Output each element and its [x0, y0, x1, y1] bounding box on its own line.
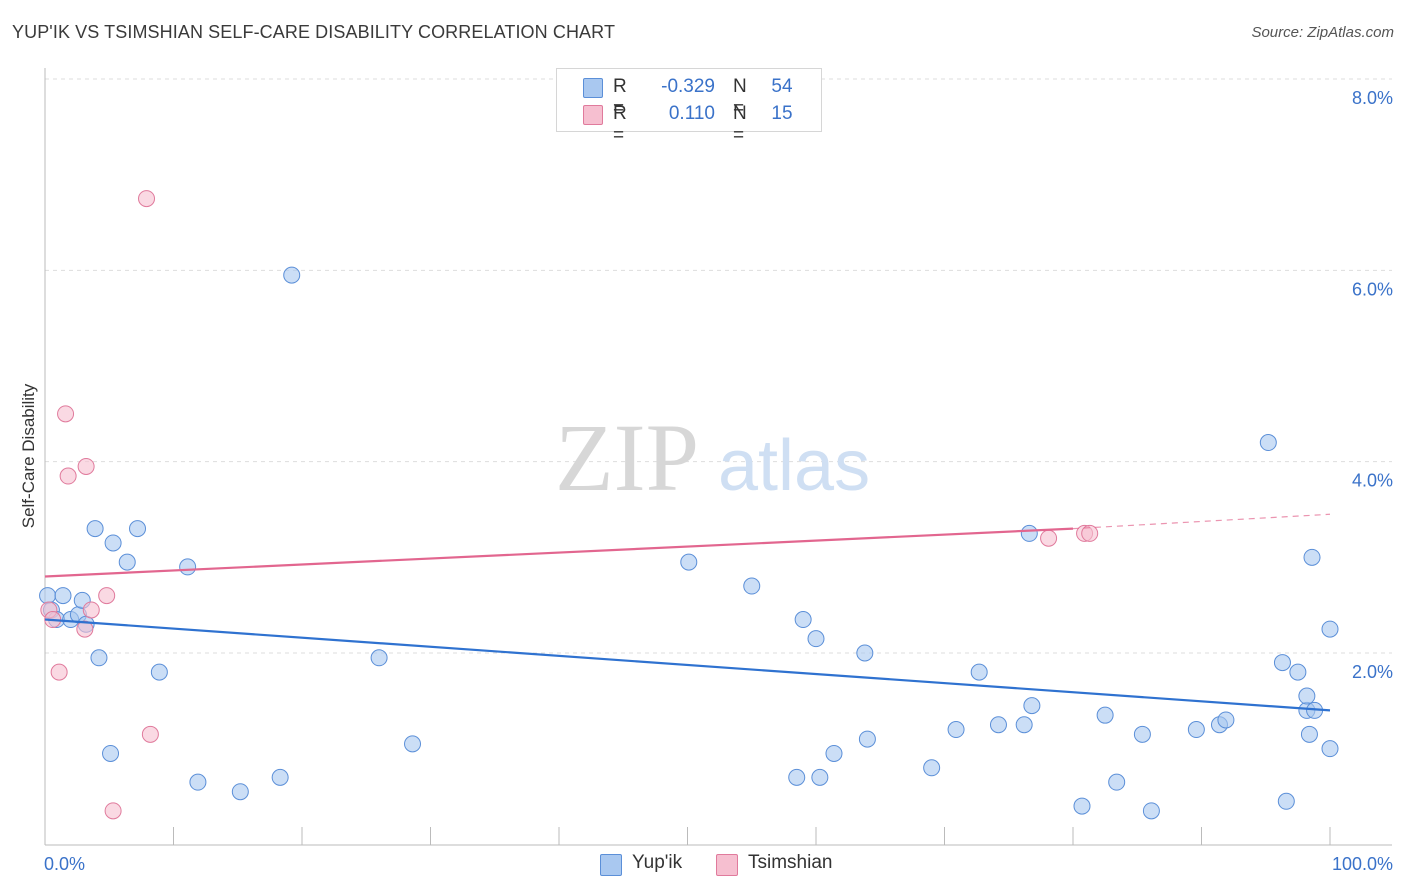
r-value: -0.329	[661, 76, 715, 97]
yupik-point	[1303, 548, 1321, 566]
yupik-point	[1020, 524, 1038, 542]
tsimshian-point	[104, 802, 122, 820]
r-label: R =	[613, 103, 627, 146]
yupik-legend-swatch	[600, 854, 622, 876]
yupik-point	[1108, 773, 1126, 791]
yupik-point	[102, 744, 120, 762]
yupik-point	[86, 520, 104, 538]
yupik-point	[1298, 687, 1316, 705]
yupik-point	[811, 768, 829, 786]
tsimshian-trend-extension	[1072, 513, 1331, 530]
tsimshian-point	[76, 620, 94, 638]
trend-lines	[44, 513, 1331, 712]
yupik-point	[1300, 725, 1318, 743]
tsimshian-points	[40, 190, 1099, 820]
r-value: 0.110	[668, 103, 715, 124]
yupik-point	[856, 644, 874, 662]
yupik-point	[1133, 725, 1151, 743]
tsimshian-point	[1081, 524, 1099, 542]
yupik-point	[1321, 740, 1339, 758]
correlation-legend: R = -0.329 N = 54 R = 0.110 N = 15	[556, 68, 822, 146]
yupik-point	[90, 649, 108, 667]
source-label: Source: ZipAtlas.com	[1251, 24, 1394, 41]
y-tick-labels: 2.0% 4.0% 6.0% 8.0%	[1352, 88, 1393, 682]
r-label: R =	[613, 76, 627, 119]
yupik-point	[231, 783, 249, 801]
chart-title: YUP'IK VS TSIMSHIAN SELF-CARE DISABILITY…	[12, 22, 616, 42]
yupik-point	[1259, 434, 1277, 452]
yupik-point	[858, 730, 876, 748]
tsimshian-point	[82, 601, 100, 619]
yupik-swatch	[583, 78, 603, 98]
yupik-point	[807, 630, 825, 648]
yupik-point	[989, 716, 1007, 734]
yupik-legend-label: Yup'ik	[632, 852, 683, 873]
x-tick-labels: 0.0% 100.0%	[44, 854, 1393, 874]
yupik-point	[370, 649, 388, 667]
yupik-point	[179, 558, 197, 576]
yupik-point	[1217, 711, 1235, 729]
yupik-point	[1142, 802, 1160, 820]
tsimshian-point	[141, 725, 159, 743]
watermark-atlas: atlas	[718, 426, 870, 506]
y-tick-label: 6.0%	[1352, 279, 1393, 299]
y-tick-label: 2.0%	[1352, 662, 1393, 682]
yupik-point	[825, 744, 843, 762]
yupik-point	[1273, 654, 1291, 672]
watermark: ZIP atlas	[555, 404, 870, 511]
yupik-point	[404, 735, 422, 753]
tsimshian-point	[138, 190, 156, 208]
tsimshian-legend-swatch	[716, 854, 738, 876]
tsimshian-legend-label: Tsimshian	[748, 852, 833, 873]
x-tick-label: 0.0%	[44, 854, 85, 874]
yupik-point	[1073, 797, 1091, 815]
x-tick-label: 100.0%	[1332, 854, 1393, 874]
n-label: N =	[733, 103, 747, 146]
yupik-trend-line	[44, 618, 1331, 712]
tsimshian-point	[57, 405, 75, 423]
yupik-point	[743, 577, 761, 595]
n-label: N =	[733, 76, 747, 119]
tsimshian-point	[98, 587, 116, 605]
n-value: 15	[771, 103, 793, 124]
yupik-point	[1023, 697, 1041, 715]
yupik-point	[54, 587, 72, 605]
yupik-point	[1277, 792, 1295, 810]
yupik-point	[680, 553, 698, 571]
yupik-point	[189, 773, 207, 791]
yupik-point	[283, 266, 301, 284]
axes	[44, 68, 1392, 846]
grid-lines	[45, 78, 1392, 654]
n-value: 54	[771, 76, 793, 97]
tsimshian-point	[1040, 529, 1058, 547]
yupik-point	[1289, 663, 1307, 681]
y-tick-label: 8.0%	[1352, 88, 1393, 108]
yupik-point	[947, 721, 965, 739]
yupik-point	[794, 611, 812, 629]
yupik-point	[970, 663, 988, 681]
yupik-point	[271, 768, 289, 786]
tsimshian-trend-line	[44, 527, 1074, 578]
yupik-point	[118, 553, 136, 571]
yupik-point	[150, 663, 168, 681]
yupik-point	[1187, 721, 1205, 739]
yupik-points	[39, 266, 1339, 820]
yupik-point	[1321, 620, 1339, 638]
yupik-point	[788, 768, 806, 786]
yupik-point	[1015, 716, 1033, 734]
yupik-point	[39, 587, 57, 605]
yupik-point	[129, 520, 147, 538]
y-tick-label: 4.0%	[1352, 471, 1393, 491]
tsimshian-point	[50, 663, 68, 681]
yupik-point	[1096, 706, 1114, 724]
tsimshian-point	[77, 457, 95, 475]
tsimshian-swatch	[583, 105, 603, 125]
watermark-zip: ZIP	[555, 404, 699, 511]
yupik-point	[104, 534, 122, 552]
y-axis-label: Self-Care Disability	[19, 383, 38, 528]
yupik-point	[923, 759, 941, 777]
tsimshian-point	[59, 467, 77, 485]
